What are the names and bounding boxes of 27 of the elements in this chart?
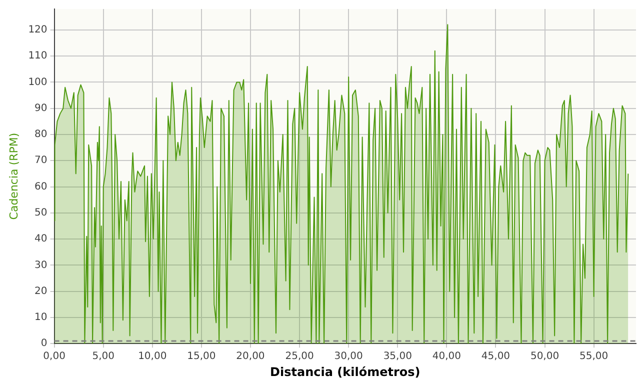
y-tick-label: 120	[28, 24, 48, 36]
y-tick-label: 10	[34, 312, 48, 324]
y-tick-label: 0	[40, 338, 48, 350]
x-tick-label: 40,00	[432, 351, 461, 362]
x-tick-label: 10,00	[138, 351, 167, 362]
y-tick-label: 20	[34, 286, 48, 297]
x-tick-label: 5,00	[92, 351, 114, 362]
x-tick-label: 0,00	[43, 351, 66, 362]
x-axis-title: Distancia (kilómetros)	[270, 364, 420, 379]
x-tick-label: 45,00	[481, 351, 510, 362]
x-tick-label: 20,00	[236, 351, 265, 362]
x-tick-label: 15,00	[187, 351, 216, 362]
y-tick-label: 40	[34, 234, 48, 245]
y-tick-label: 60	[34, 181, 48, 192]
y-axis-title: Cadencia (RPM)	[7, 132, 20, 220]
x-tick-label: 25,00	[285, 351, 314, 362]
y-tick-label: 100	[28, 76, 48, 88]
x-tick-label: 30,00	[334, 351, 363, 362]
y-tick-label: 80	[34, 129, 48, 140]
x-tick-label: 55,00	[580, 351, 608, 362]
y-tick-label: 30	[34, 260, 48, 271]
y-tick-label: 110	[28, 50, 48, 62]
y-tick-label: 90	[34, 102, 48, 114]
x-tick-label: 35,00	[383, 351, 412, 362]
x-tick-label: 50,00	[530, 351, 560, 362]
y-tick-label: 70	[34, 155, 48, 166]
y-tick-label: 50	[34, 207, 48, 218]
